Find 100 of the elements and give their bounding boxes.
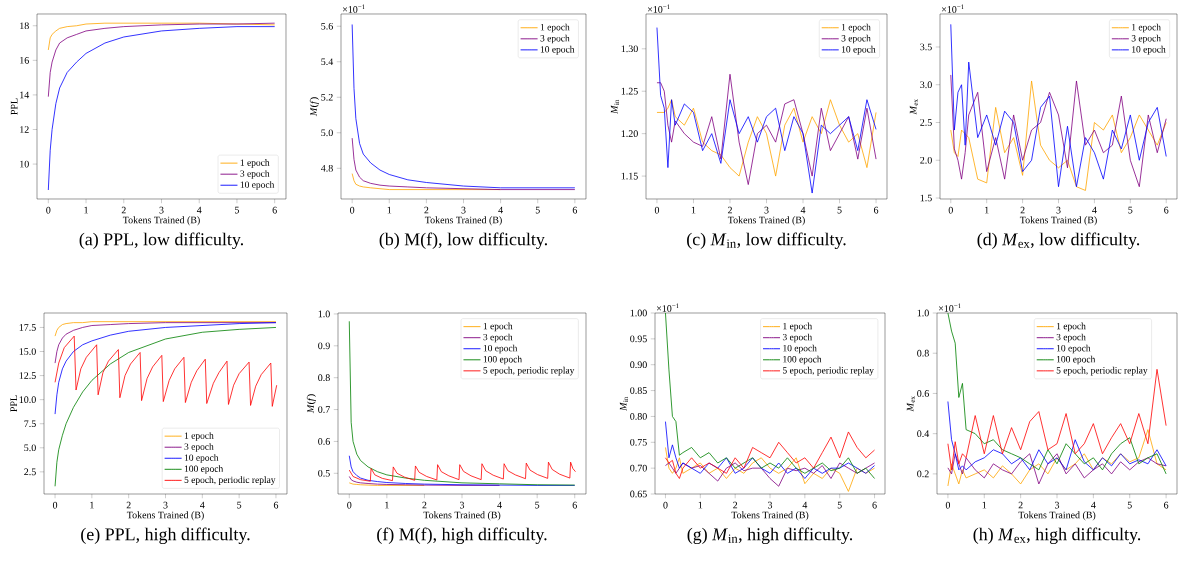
y-tick-label: 0.4 [917, 430, 930, 438]
y-axis-title: M(f) [309, 97, 319, 117]
x-tick-label: 4 [196, 206, 202, 214]
text: ×10$^{−1}$ [941, 4, 964, 13]
x-tick-label: 1 [698, 501, 703, 509]
legend-label: 1 epoch [783, 322, 813, 332]
y-tick-label: 0.85 [630, 387, 647, 394]
y-tick-label: 4.8 [320, 164, 333, 172]
x-tick-label: 2 [1020, 206, 1025, 214]
line-series [665, 462, 875, 487]
x-tick-label: 2 [126, 501, 131, 509]
x-tick-label: 3 [163, 501, 168, 509]
legend-label: 10 epoch [1057, 344, 1091, 354]
x-tick-label: 0 [945, 501, 951, 509]
y-tick-label: 2.5 [24, 468, 36, 476]
y-tick-label: 12 [20, 126, 29, 133]
x-tick-label: 0 [663, 501, 668, 509]
x-tick-label: 1 [387, 206, 392, 214]
y-tick-label: 0.8 [318, 374, 330, 382]
y-tick-label: 0.75 [630, 438, 647, 446]
y-axis-title: M(f) [306, 394, 316, 414]
text: ×10$^{−1}$ [647, 4, 670, 13]
x-tick-label: 4 [1091, 501, 1096, 509]
x-tick-label: 2 [733, 501, 738, 509]
y-tick-label: 0.7 [318, 406, 330, 413]
x-tick-label: 1 [84, 206, 88, 214]
legend-label: 1 epoch [1132, 23, 1161, 33]
y-tick-label: 0.2 [917, 470, 929, 478]
x-tick-label: 1 [691, 206, 696, 214]
line-series [947, 401, 1167, 471]
legend-label: 10 epoch [783, 344, 817, 354]
legend-label: 1 epoch [1057, 322, 1086, 332]
x-axis-title: Tokens Trained (B) [727, 216, 805, 226]
y-tick-label: 12.5 [19, 372, 36, 379]
x-tick-label: 4 [802, 501, 808, 509]
legend-label: 5 epoch, periodic replay [184, 476, 276, 485]
y-tick-label: 1.25 [621, 87, 638, 95]
x-axis-title: Tokens Trained (B) [423, 511, 501, 521]
y-tick-label: 1.20 [621, 130, 638, 138]
y-tick-label: 16 [20, 56, 29, 64]
text: (c) M$_{in}$, low difficulty. [687, 232, 846, 250]
x-tick-label: 6 [572, 501, 577, 509]
y-tick-label: 1.0 [917, 309, 929, 317]
x-tick-label: 5 [837, 501, 842, 509]
line-series [348, 461, 576, 482]
y-tick-label: 1.0 [318, 310, 330, 318]
line-series [947, 368, 1167, 471]
text: (a) PPL, low difficulty. [79, 232, 244, 250]
x-tick-label: 6 [873, 206, 879, 214]
legend-label: 100 epoch [483, 355, 522, 365]
x-tick-label: 4 [497, 501, 502, 509]
x-tick-label: 3 [764, 206, 769, 214]
line-series [54, 335, 278, 407]
y-tick-label: 10 [20, 160, 29, 168]
x-tick-label: 0 [46, 206, 51, 214]
x-tick-label: 5 [1128, 206, 1133, 214]
y-axis-title: M$_{ex}$ [909, 99, 918, 115]
text: ×10$^{−1}$ [938, 303, 961, 312]
x-tick-label: 3 [461, 206, 466, 214]
x-tick-label: 5 [837, 206, 842, 214]
y-tick-label: 2.0 [920, 156, 932, 164]
x-tick-label: 6 [272, 206, 277, 214]
x-tick-label: 6 [1164, 501, 1169, 509]
y-tick-label: 0.95 [630, 335, 647, 343]
line-series [947, 429, 1167, 487]
x-tick-label: 1 [985, 206, 989, 214]
line-series [348, 320, 576, 486]
x-axis-title: Tokens Trained (B) [1019, 216, 1097, 226]
y-tick-label: 5.4 [321, 58, 334, 66]
legend-label: 3 epoch [841, 34, 871, 44]
x-tick-label: 3 [159, 206, 164, 214]
x-tick-label: 4 [200, 501, 205, 509]
legend-label: 100 epoch [783, 355, 822, 365]
x-axis-title: Tokens Trained (B) [1018, 511, 1096, 521]
line-series [950, 23, 1167, 188]
y-tick-label: 3.5 [920, 43, 932, 51]
x-tick-label: 3 [1055, 501, 1060, 509]
line-series [665, 421, 875, 479]
y-tick-label: 0.80 [630, 413, 647, 420]
x-tick-label: 0 [52, 501, 58, 509]
text: (b) M(f), low difficulty. [379, 232, 547, 250]
legend-label: 10 epoch [540, 45, 575, 55]
y-tick-label: 5.6 [321, 22, 333, 30]
x-tick-label: 0 [347, 501, 352, 509]
x-tick-label: 2 [1018, 501, 1023, 509]
y-tick-label: 5.0 [321, 129, 333, 137]
x-tick-label: 1 [982, 501, 987, 509]
x-axis-title: Tokens Trained (B) [126, 511, 204, 521]
x-tick-label: 0 [350, 206, 355, 214]
y-axis-title: PPL [10, 395, 17, 412]
line-series [665, 431, 875, 479]
legend-label: 5 epoch, periodic replay [1056, 366, 1148, 376]
y-tick-label: 5.2 [321, 93, 333, 101]
legend-label: 3 epoch [240, 170, 270, 179]
legend-label: 10 epoch [1132, 45, 1166, 55]
y-axis-title: PPL [10, 98, 18, 115]
y-tick-label: 7.5 [24, 420, 36, 428]
x-tick-label: 4 [1092, 206, 1097, 214]
line-series [665, 447, 875, 492]
y-tick-label: 1.30 [621, 45, 638, 53]
